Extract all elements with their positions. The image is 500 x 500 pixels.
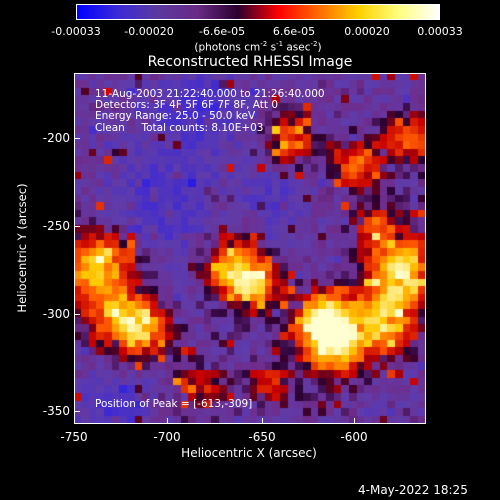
x-tick-label: -700 [153,430,181,444]
colorbar-tick-label: -0.00033 [51,25,101,38]
colorbar-tick-label: 0.00033 [417,25,463,38]
x-tick-mark [167,418,168,424]
x-tick-mark [74,418,75,424]
x-tick-mark [262,418,263,424]
x-axis-label: Heliocentric X (arcsec) [181,446,317,460]
heatmap-image [74,73,426,424]
colorbar-unit-label: (photons cm-2 s-1 asec-2) [194,40,322,54]
y-tick-mark [74,411,80,412]
y-tick-mark [74,314,80,315]
colorbar-tick-label: -6.6e-05 [198,25,246,38]
colorbar-tick-label: 0.00020 [344,25,390,38]
y-tick-label: -350 [42,404,70,418]
x-tick-label: -750 [60,430,88,444]
chart-title: Reconstructed RHESSI Image [147,54,353,70]
footer-date: 4-May-2022 18:25 [358,483,468,497]
y-axis-label: Heliocentric Y (arcsec) [15,183,29,313]
annotation-detectors: Detectors: 3F 4F 5F 6F 7F 8F, Att 0 [95,99,279,111]
y-tick-mark [74,226,80,227]
annotation-energy-range: Energy Range: 25.0 - 50.0 keV [95,110,256,122]
colorbar [76,4,440,20]
colorbar-tick-label: -0.00020 [124,25,174,38]
y-tick-label: -200 [42,131,70,145]
x-tick-label: -600 [340,430,368,444]
annotation-time-range: 11-Aug-2003 21:22:40.000 to 21:26:40.000 [95,88,325,100]
x-tick-label: -650 [248,430,276,444]
annotation-clean-counts: Clean Total counts: 8.10E+03 [95,122,264,134]
colorbar-tick-label: 6.6e-05 [272,25,316,38]
y-tick-mark [74,138,80,139]
x-tick-mark [354,418,355,424]
y-tick-label: -250 [42,219,70,233]
peak-position-label: Position of Peak = [-613,-309] [95,398,253,410]
y-tick-label: -300 [42,307,70,321]
